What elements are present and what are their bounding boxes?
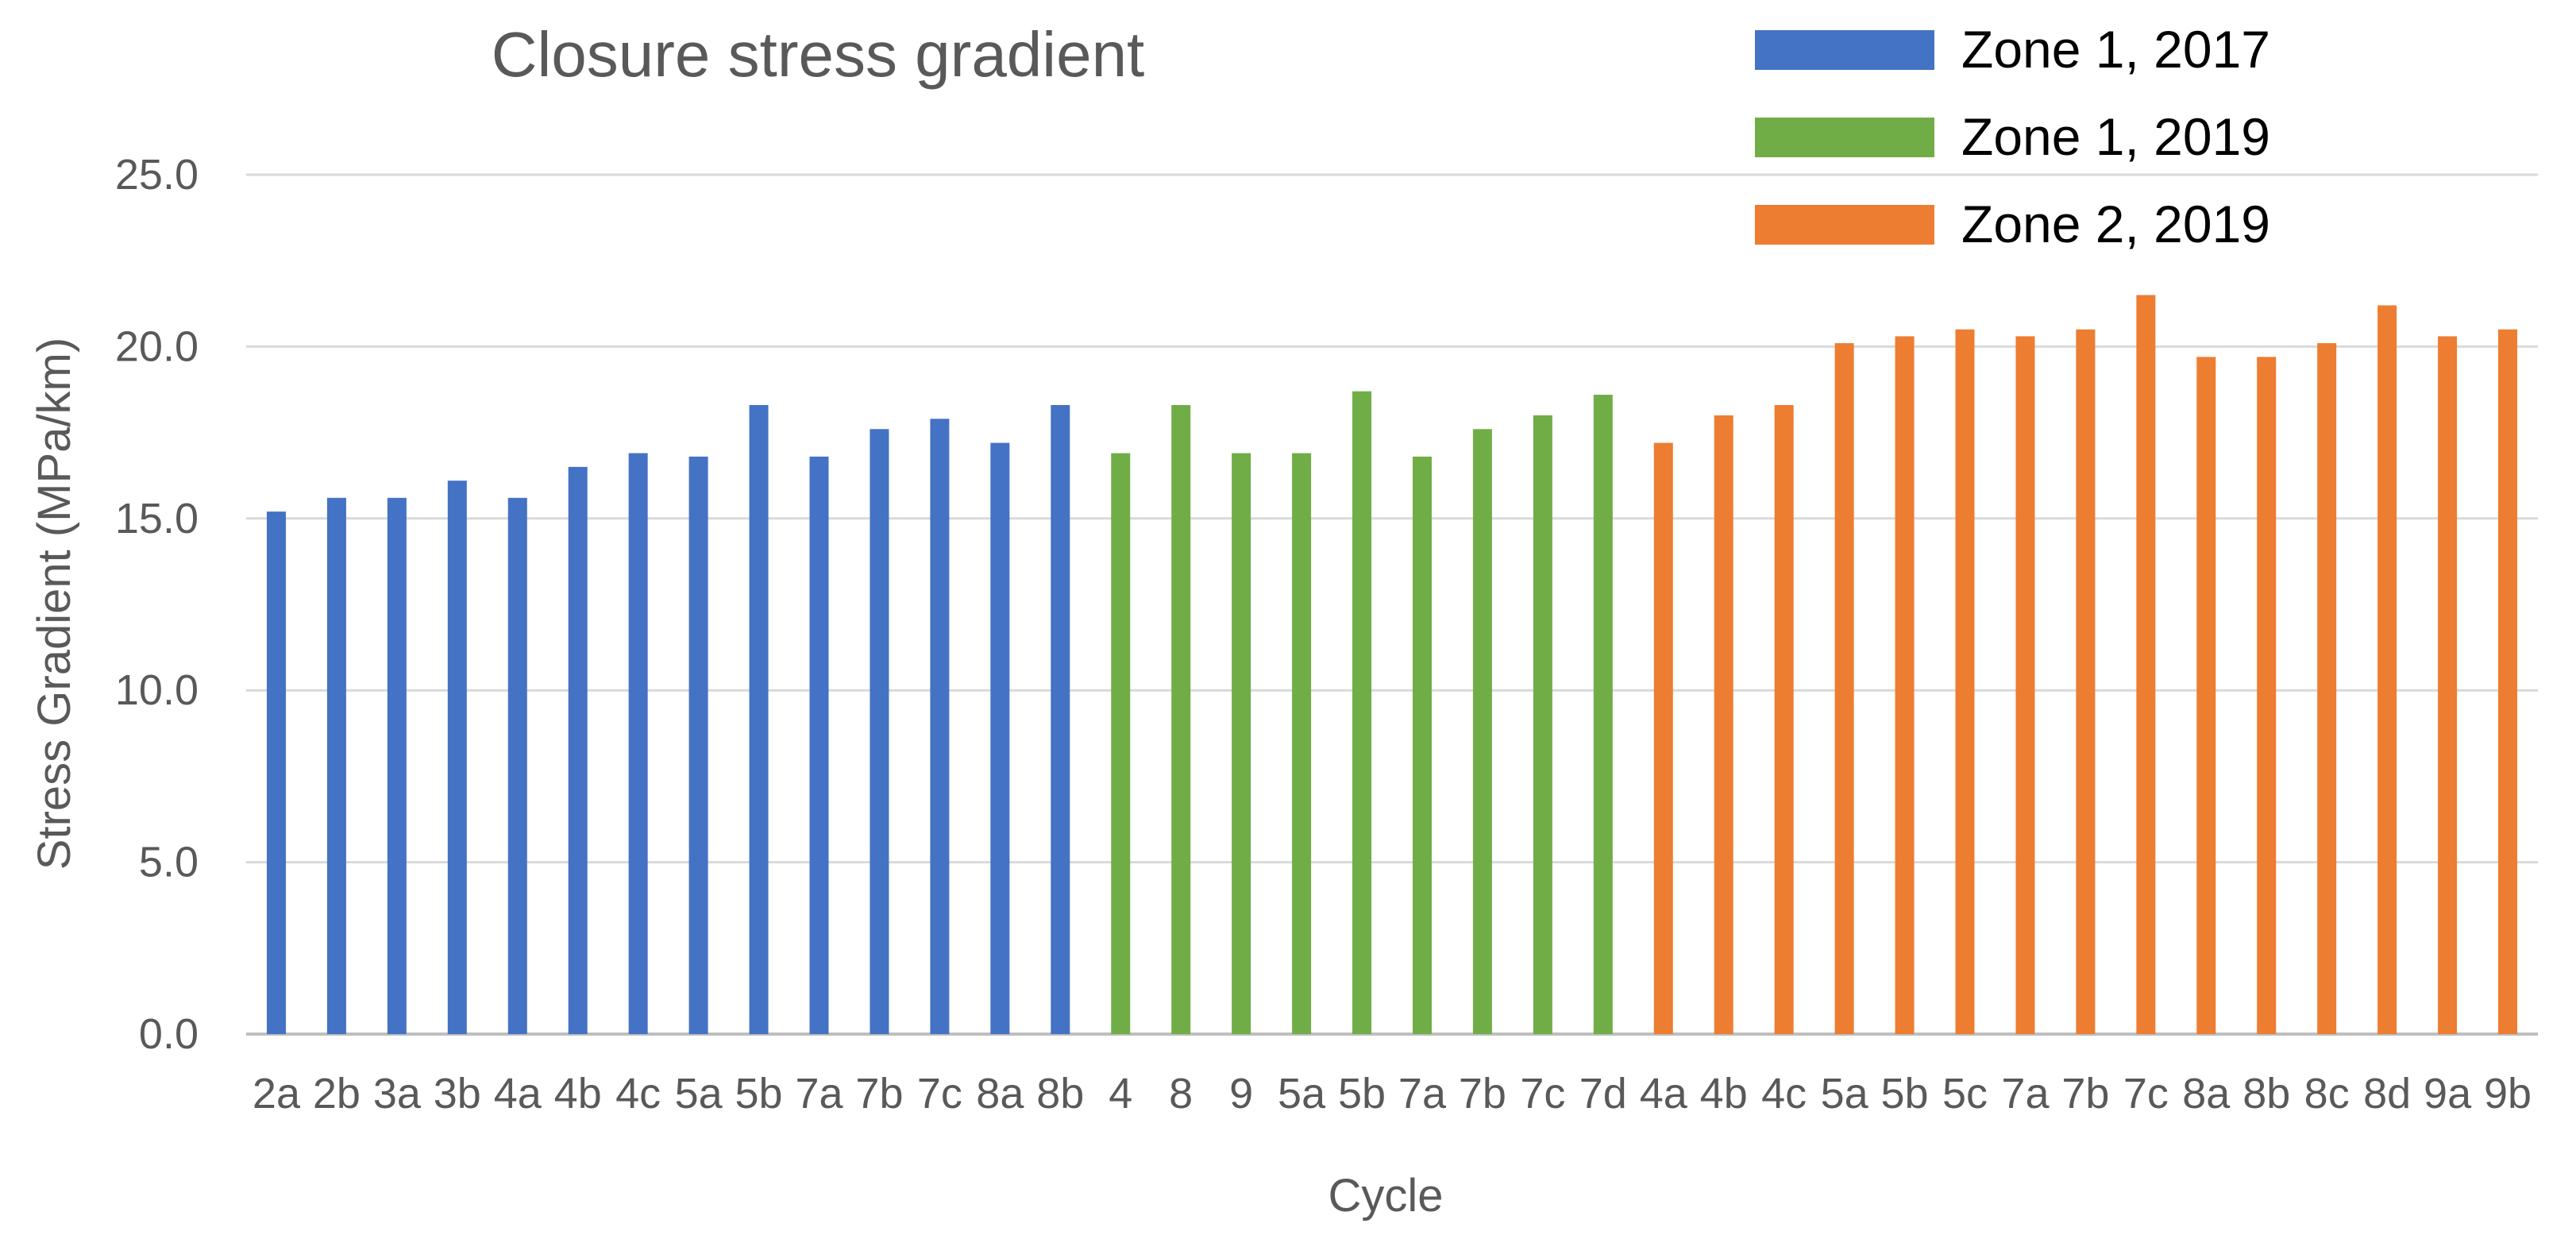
bar <box>2015 336 2035 1034</box>
legend-label: Zone 1, 2017 <box>1961 20 2270 79</box>
x-tick-label: 8b <box>2242 1070 2290 1117</box>
bar <box>1472 429 1492 1034</box>
bar <box>447 481 467 1034</box>
x-tick-label: 5b <box>735 1070 783 1117</box>
x-tick-labels: 2a 2b 3a 3b 4a 4b 4c 5a 5b 7a 7b 7c 8a 8b 4 8 9 5a 5b 7a 7b 7… <box>253 1070 2532 1117</box>
bar <box>688 456 708 1034</box>
bar <box>1955 329 1975 1034</box>
x-tick-label: 4b <box>554 1070 602 1117</box>
x-tick-label: 4c <box>615 1070 661 1117</box>
x-tick-label: 7b <box>2061 1070 2109 1117</box>
x-tick-label: 4 <box>1109 1070 1132 1117</box>
x-tick-label: 8c <box>2304 1070 2350 1117</box>
bars <box>266 295 2518 1035</box>
bar <box>1111 453 1131 1034</box>
x-tick-label: 4c <box>1761 1070 1807 1117</box>
bar <box>266 511 286 1034</box>
bar <box>2498 329 2518 1034</box>
x-tick-label: 4a <box>1640 1070 1688 1117</box>
gridlines <box>246 173 2538 1036</box>
legend: Zone 1, 2017 Zone 1, 2019 Zone 2, 2019 <box>1755 20 2270 253</box>
x-tick-label: 7b <box>1459 1070 1506 1117</box>
legend-swatch <box>1755 30 1934 70</box>
x-tick-label: 9b <box>2484 1070 2532 1117</box>
y-axis-title: Stress Gradient (MPa/km) <box>29 338 80 870</box>
x-tick-label: 7c <box>1520 1070 1565 1117</box>
bar <box>1412 456 1432 1034</box>
x-tick-label: 2a <box>253 1070 301 1117</box>
bar <box>749 404 769 1034</box>
x-tick-label: 7a <box>2001 1070 2050 1117</box>
bar <box>1232 453 1251 1034</box>
legend-swatch <box>1755 205 1934 245</box>
x-tick-label: 5a <box>675 1070 723 1117</box>
x-tick-label: 8a <box>2182 1070 2231 1117</box>
x-tick-label: 3a <box>373 1070 422 1117</box>
x-tick-label: 7c <box>917 1070 962 1117</box>
bar <box>2196 357 2216 1034</box>
bar <box>1051 404 1070 1034</box>
bar <box>2377 305 2397 1034</box>
bar <box>568 466 588 1034</box>
bar <box>387 497 407 1034</box>
bar <box>930 419 950 1034</box>
legend-label: Zone 1, 2019 <box>1961 107 2270 166</box>
chart-title: Closure stress gradient <box>492 19 1145 90</box>
y-tick-label: 10.0 <box>115 666 199 714</box>
x-tick-label: 7b <box>855 1070 903 1117</box>
bar <box>990 442 1010 1034</box>
y-tick-label: 15.0 <box>115 495 199 542</box>
bar <box>326 497 346 1034</box>
bar <box>2076 329 2096 1034</box>
bar <box>1834 343 1854 1034</box>
bar <box>1714 415 1733 1034</box>
x-tick-label: 7d <box>1579 1070 1627 1117</box>
bar <box>507 497 527 1034</box>
bar <box>1352 391 1372 1034</box>
x-tick-label: 8 <box>1169 1070 1193 1117</box>
y-tick-label: 25.0 <box>115 151 199 199</box>
bar <box>1895 336 1915 1034</box>
x-tick-label: 7a <box>1398 1070 1447 1117</box>
bar <box>2257 357 2277 1034</box>
x-tick-label: 4a <box>494 1070 542 1117</box>
y-tick-label: 5.0 <box>139 839 199 886</box>
x-tick-label: 7c <box>2123 1070 2169 1117</box>
bar <box>2317 343 2337 1034</box>
x-tick-label: 8a <box>976 1070 1024 1117</box>
bar <box>1593 394 1613 1034</box>
y-tick-label: 20.0 <box>115 322 199 370</box>
legend-label: Zone 2, 2019 <box>1961 195 2270 253</box>
bar <box>1171 404 1191 1034</box>
y-tick-label: 0.0 <box>139 1010 199 1058</box>
x-tick-label: 4b <box>1700 1070 1748 1117</box>
x-tick-label: 7a <box>795 1070 843 1117</box>
bar <box>1653 442 1673 1034</box>
x-tick-label: 8d <box>2363 1070 2411 1117</box>
x-tick-label: 5b <box>1338 1070 1386 1117</box>
bar <box>2438 336 2458 1034</box>
bar <box>870 429 889 1034</box>
x-tick-label: 5a <box>1278 1070 1326 1117</box>
legend-swatch <box>1755 118 1934 157</box>
x-tick-label: 5c <box>1942 1070 1988 1117</box>
y-tick-labels: 0.0 5.0 10.0 15.0 20.0 25.0 <box>115 151 199 1058</box>
x-tick-label: 5a <box>1821 1070 1869 1117</box>
x-tick-label: 9 <box>1229 1070 1253 1117</box>
bar <box>809 456 829 1034</box>
x-tick-label: 5b <box>1881 1070 1929 1117</box>
bar <box>1774 404 1794 1034</box>
x-tick-label: 9a <box>2424 1070 2472 1117</box>
bar <box>1292 453 1312 1034</box>
bar <box>628 453 648 1034</box>
bar <box>1533 415 1552 1034</box>
x-axis-title: Cycle <box>1328 1170 1443 1222</box>
x-tick-label: 2b <box>313 1070 361 1117</box>
x-tick-label: 3b <box>434 1070 481 1117</box>
bar <box>2136 295 2156 1035</box>
x-tick-label: 8b <box>1036 1070 1084 1117</box>
